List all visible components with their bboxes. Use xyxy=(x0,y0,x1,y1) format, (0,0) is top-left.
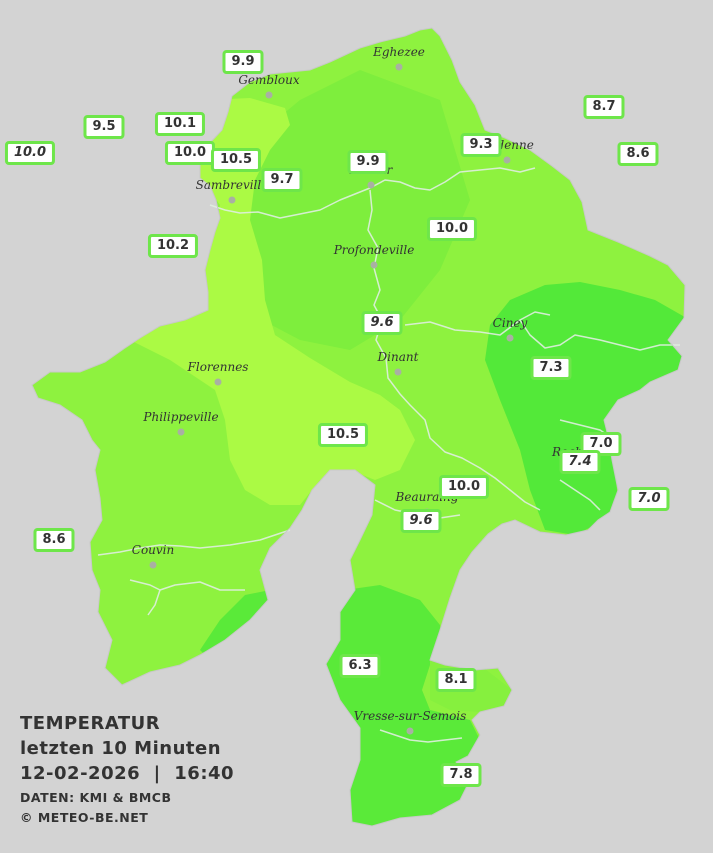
temperature-station-label: 8.7 xyxy=(583,95,625,119)
city-dot-icon xyxy=(506,334,514,342)
temperature-station-label: 8.6 xyxy=(33,528,75,552)
temperature-station-label: 8.6 xyxy=(617,142,659,166)
city-label: Gembloux xyxy=(238,73,300,87)
temperature-station-label: 7.4 xyxy=(559,450,601,474)
temperature-station-label: 7.0 xyxy=(628,487,670,511)
city-dot-icon xyxy=(265,91,273,99)
city-label: Dinant xyxy=(377,350,419,364)
city-dot-icon xyxy=(228,196,236,204)
legend-datetime: 12-02-2026 | 16:40 xyxy=(20,763,235,784)
city-dot-icon xyxy=(214,378,222,386)
city-label: Florennes xyxy=(187,360,249,374)
city-dot-icon xyxy=(395,63,403,71)
city-label: Philippeville xyxy=(143,410,219,424)
temperature-station-label: 9.5 xyxy=(83,115,125,139)
temperature-station-label: 9.7 xyxy=(261,168,303,192)
temperature-station-label: 6.3 xyxy=(339,654,381,678)
temperature-station-label: 10.0 xyxy=(426,217,478,241)
legend-subtitle: letzten 10 Minuten xyxy=(20,738,222,759)
city-dot-icon xyxy=(370,261,378,269)
temperature-station-label: 9.9 xyxy=(222,50,264,74)
temperature-station-label: 7.3 xyxy=(530,356,572,380)
temperature-station-label: 10.0 xyxy=(438,475,490,499)
city-dot-icon xyxy=(503,156,511,164)
city-label: Ciney xyxy=(492,316,528,330)
temperature-station-label: 8.1 xyxy=(435,668,477,692)
city-label: Eghezee xyxy=(373,45,425,59)
city-label: Profondeville xyxy=(333,243,415,257)
city-label: Vresse-sur-Semois xyxy=(353,709,467,723)
city-dot-icon xyxy=(367,181,375,189)
legend-copyright: © METEO-BE.NET xyxy=(20,810,149,825)
temperature-station-label: 10.2 xyxy=(147,234,199,258)
temperature-station-label: 10.0 xyxy=(4,141,56,165)
legend-title: TEMPERATUR xyxy=(20,713,161,734)
temperature-station-label: 10.0 xyxy=(164,141,216,165)
city-label: Couvin xyxy=(131,543,175,557)
temperature-station-label: 10.1 xyxy=(154,112,206,136)
temperature-station-label: 9.3 xyxy=(460,133,502,157)
city-dot-icon xyxy=(177,428,185,436)
city-dot-icon xyxy=(406,727,414,735)
temperature-station-label: 10.5 xyxy=(210,148,262,172)
city-dot-icon xyxy=(149,561,157,569)
temperature-station-label: 9.6 xyxy=(361,311,403,335)
legend-source: DATEN: KMI & BMCB xyxy=(20,790,172,805)
temperature-station-label: 9.9 xyxy=(347,150,389,174)
temperature-station-label: 10.5 xyxy=(317,423,369,447)
temperature-station-label: 9.6 xyxy=(400,509,442,533)
city-dot-icon xyxy=(394,368,402,376)
map-legend: TEMPERATUR letzten 10 Minuten 12-02-2026… xyxy=(20,711,234,828)
temperature-station-label: 7.8 xyxy=(440,763,482,787)
city-label: Sambreville xyxy=(195,178,269,192)
